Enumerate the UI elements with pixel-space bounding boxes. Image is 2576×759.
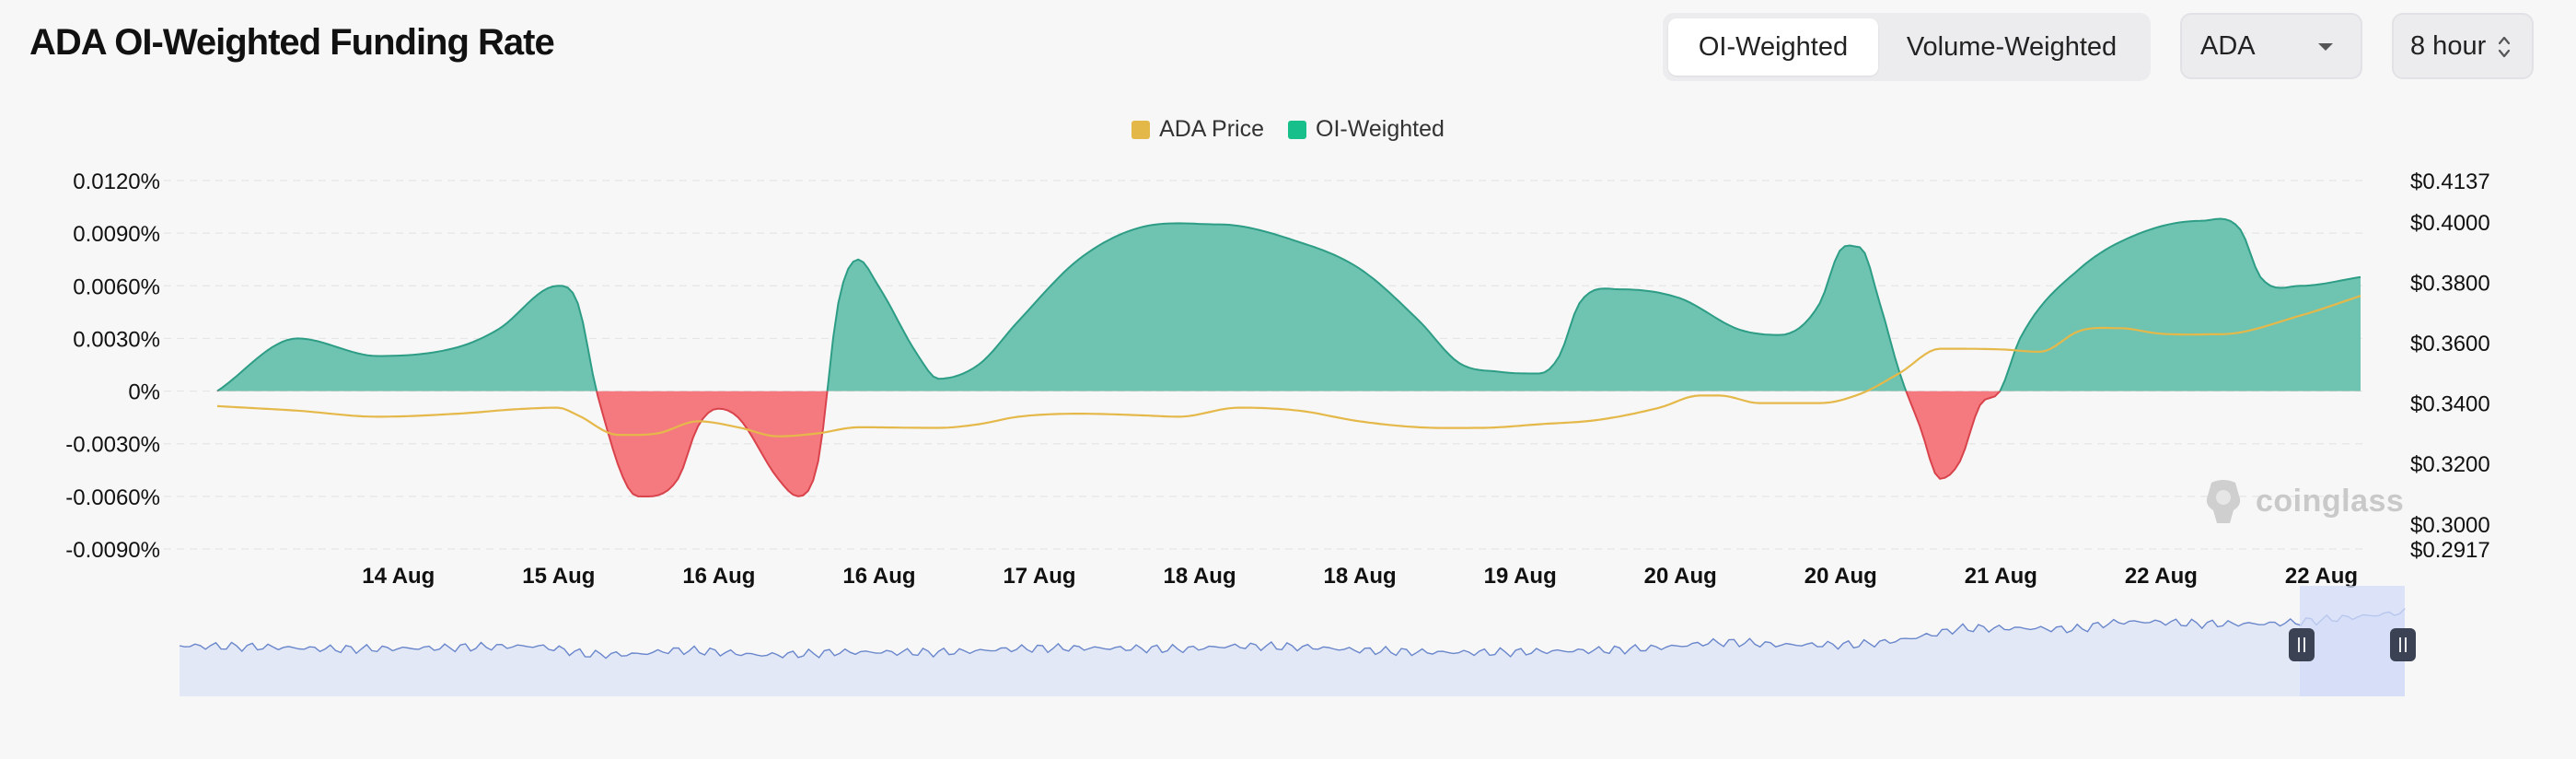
navigator-handle	[2289, 628, 2315, 661]
watermark-text: coinglass	[2256, 483, 2405, 519]
interval-select-value: 8 hour	[2410, 31, 2487, 61]
chevron-down-icon	[2318, 43, 2333, 51]
navigator-line	[179, 608, 2406, 660]
x-tick-label: 18 Aug	[1164, 564, 1236, 589]
ada-price-line	[216, 295, 2361, 438]
oi-weighted-area-negative	[217, 391, 2001, 496]
y-left-tick-label: -0.0060%	[65, 485, 160, 510]
sort-updown-icon	[2498, 36, 2511, 58]
x-tick-label: 17 Aug	[1003, 564, 1075, 589]
x-tick-label: 19 Aug	[1484, 564, 1557, 589]
x-tick-label: 22 Aug	[2285, 564, 2358, 589]
x-tick-label: 21 Aug	[1965, 564, 2037, 589]
asset-select-value: ADA	[2200, 31, 2256, 61]
tab-oi-weighted[interactable]: OI-Weighted	[1668, 18, 1878, 76]
x-tick-label: 16 Aug	[682, 564, 755, 589]
y-left-tick-label: 0.0030%	[73, 327, 160, 352]
y-right-tick-label: $0.3200	[2410, 452, 2490, 477]
tab-volume-weighted[interactable]: Volume-Weighted	[1906, 32, 2118, 62]
y-right-tick-label: $0.3600	[2410, 332, 2490, 356]
coinglass-logo-icon	[2206, 480, 2241, 523]
x-tick-label: 18 Aug	[1324, 564, 1397, 589]
navigator-area	[180, 608, 2405, 696]
legend-item-price[interactable]: ADA Price	[1131, 116, 1264, 143]
y-right-tick-label: $0.3000	[2410, 513, 2490, 538]
x-tick-label: 14 Aug	[362, 564, 435, 589]
y-left-tick-label: 0.0060%	[73, 274, 160, 299]
y-left-tick-label: -0.0030%	[65, 433, 160, 458]
legend-swatch-oi	[1288, 120, 1307, 139]
y-left-tick-label: 0.0120%	[73, 169, 160, 194]
legend-label-oi: OI-Weighted	[1316, 116, 1445, 142]
legend-item-oi[interactable]: OI-Weighted	[1288, 116, 1445, 143]
y-left-tick-label: -0.0090%	[65, 538, 160, 563]
page-title: ADA OI-Weighted Funding Rate	[29, 22, 555, 63]
chart-legend: ADA Price OI-Weighted	[0, 116, 2576, 143]
watermark: coinglass	[2202, 477, 2404, 525]
interval-select[interactable]: 8 hour	[2392, 13, 2534, 79]
y-left-tick-label: 0%	[128, 380, 160, 405]
y-right-tick-label: $0.2917	[2410, 538, 2490, 563]
y-right-tick-label: $0.4000	[2410, 211, 2490, 236]
x-tick-label: 16 Aug	[842, 564, 915, 589]
oi-weighted-line-positive	[216, 217, 2361, 391]
asset-select[interactable]: ADA	[2180, 13, 2362, 79]
y-right-tick-label: $0.4137	[2410, 169, 2490, 194]
x-tick-label: 20 Aug	[1644, 564, 1717, 589]
navigator-handle	[2390, 628, 2416, 661]
legend-label-price: ADA Price	[1159, 116, 1265, 142]
y-right-tick-label: $0.3800	[2410, 271, 2490, 296]
x-tick-label: 22 Aug	[2125, 564, 2198, 589]
legend-swatch-price	[1131, 120, 1151, 139]
y-left-tick-label: 0.0090%	[73, 222, 160, 247]
weighting-toggle: OI-Weighted Volume-Weighted	[1663, 13, 2151, 81]
y-right-tick-label: $0.3400	[2410, 392, 2490, 417]
x-tick-label: 15 Aug	[522, 564, 595, 589]
navigator-selected-window	[2300, 586, 2405, 696]
x-tick-label: 20 Aug	[1804, 564, 1877, 589]
oi-weighted-area-positive	[217, 218, 2361, 391]
